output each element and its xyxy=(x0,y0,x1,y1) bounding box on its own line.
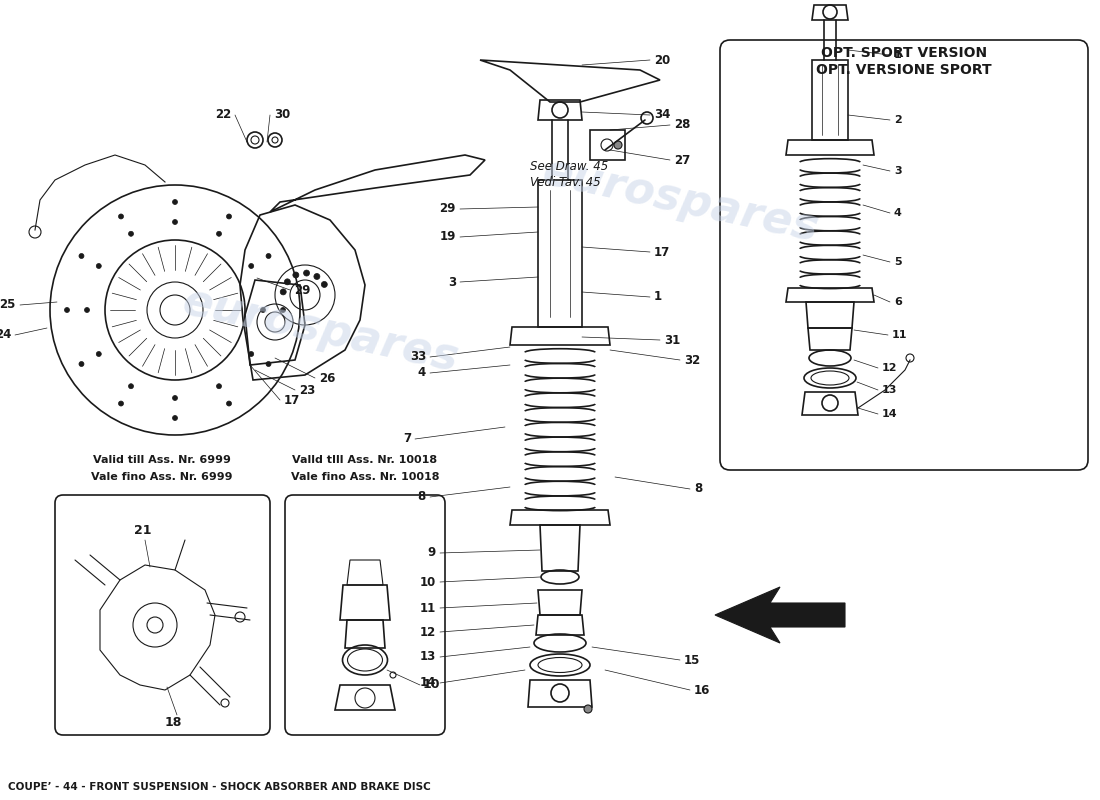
Text: 28: 28 xyxy=(674,118,691,131)
Circle shape xyxy=(280,289,286,295)
Text: Vale fino Ass. Nr. 10018: Vale fino Ass. Nr. 10018 xyxy=(290,472,439,482)
Circle shape xyxy=(129,384,133,389)
Text: 10: 10 xyxy=(424,678,440,691)
Circle shape xyxy=(285,279,290,285)
Circle shape xyxy=(266,254,271,258)
Circle shape xyxy=(79,362,84,366)
Circle shape xyxy=(614,141,622,149)
Text: 8: 8 xyxy=(694,482,702,495)
Text: Valid till Ass. Nr. 6999: Valid till Ass. Nr. 6999 xyxy=(94,455,231,465)
Circle shape xyxy=(119,214,123,219)
Text: 9: 9 xyxy=(428,546,436,559)
Circle shape xyxy=(217,384,221,389)
Text: 30: 30 xyxy=(274,109,290,122)
Text: 6: 6 xyxy=(894,297,902,307)
Text: 15: 15 xyxy=(684,654,701,666)
Text: 12: 12 xyxy=(882,363,898,373)
Text: See Draw. 45: See Draw. 45 xyxy=(530,159,608,173)
Text: 3: 3 xyxy=(894,166,902,176)
Text: OPT. SPORT VERSION: OPT. SPORT VERSION xyxy=(821,46,987,60)
Circle shape xyxy=(119,401,123,406)
Circle shape xyxy=(85,307,89,313)
Text: OPT. VERSIONE SPORT: OPT. VERSIONE SPORT xyxy=(816,63,992,77)
Text: 29: 29 xyxy=(294,283,310,297)
Text: 31: 31 xyxy=(664,334,680,346)
Text: 8: 8 xyxy=(418,490,426,503)
Text: 7: 7 xyxy=(403,433,411,446)
Text: 18: 18 xyxy=(164,717,182,730)
Text: Vedi Tav. 45: Vedi Tav. 45 xyxy=(530,175,601,189)
Circle shape xyxy=(173,415,177,421)
Text: eurospares: eurospares xyxy=(538,150,822,250)
Text: 2: 2 xyxy=(894,115,902,125)
Circle shape xyxy=(65,307,69,313)
Text: 33: 33 xyxy=(409,350,426,363)
Text: 26: 26 xyxy=(319,371,336,385)
Circle shape xyxy=(280,307,286,313)
Circle shape xyxy=(173,199,177,205)
Text: 4: 4 xyxy=(894,208,902,218)
Text: 14: 14 xyxy=(882,409,898,419)
Text: 32: 32 xyxy=(684,354,701,366)
Circle shape xyxy=(293,272,299,278)
Text: 29: 29 xyxy=(440,202,456,215)
Text: 12: 12 xyxy=(420,626,436,638)
Text: 13: 13 xyxy=(882,385,898,395)
Circle shape xyxy=(304,270,309,276)
Circle shape xyxy=(227,214,231,219)
Circle shape xyxy=(314,274,320,279)
Circle shape xyxy=(261,307,265,313)
Circle shape xyxy=(97,351,101,357)
Text: 20: 20 xyxy=(654,54,670,66)
Circle shape xyxy=(79,254,84,258)
Text: Vale fino Ass. Nr. 6999: Vale fino Ass. Nr. 6999 xyxy=(91,472,233,482)
Text: eurospares: eurospares xyxy=(178,280,462,380)
Circle shape xyxy=(266,362,271,366)
Circle shape xyxy=(584,705,592,713)
Circle shape xyxy=(249,263,254,269)
Text: 1: 1 xyxy=(894,50,902,60)
Text: 17: 17 xyxy=(284,394,300,406)
Text: 3: 3 xyxy=(448,275,456,289)
Text: 22: 22 xyxy=(214,109,231,122)
Circle shape xyxy=(249,351,254,357)
Text: 17: 17 xyxy=(654,246,670,258)
Text: 19: 19 xyxy=(440,230,456,243)
Text: 34: 34 xyxy=(654,109,670,122)
Circle shape xyxy=(173,395,177,401)
Text: Valld tIll Ass. Nr. 10018: Valld tIll Ass. Nr. 10018 xyxy=(293,455,438,465)
Text: 5: 5 xyxy=(894,257,902,267)
Text: 21: 21 xyxy=(134,523,152,537)
Text: 23: 23 xyxy=(299,383,316,397)
Text: 1: 1 xyxy=(654,290,662,303)
Text: 11: 11 xyxy=(420,602,436,614)
Circle shape xyxy=(97,263,101,269)
Circle shape xyxy=(173,219,177,225)
Text: 4: 4 xyxy=(418,366,426,379)
Text: 27: 27 xyxy=(674,154,691,166)
Circle shape xyxy=(217,231,221,236)
Text: 13: 13 xyxy=(420,650,436,663)
Circle shape xyxy=(227,401,231,406)
Text: 24: 24 xyxy=(0,329,11,342)
Circle shape xyxy=(129,231,133,236)
Text: COUPE’ - 44 - FRONT SUSPENSION - SHOCK ABSORBER AND BRAKE DISC: COUPE’ - 44 - FRONT SUSPENSION - SHOCK A… xyxy=(8,782,431,792)
Text: 25: 25 xyxy=(0,298,16,311)
Polygon shape xyxy=(715,587,845,643)
Text: 10: 10 xyxy=(420,575,436,589)
Text: 16: 16 xyxy=(694,683,711,697)
Text: 14: 14 xyxy=(419,677,436,690)
Circle shape xyxy=(321,282,328,287)
Text: 11: 11 xyxy=(892,330,907,340)
